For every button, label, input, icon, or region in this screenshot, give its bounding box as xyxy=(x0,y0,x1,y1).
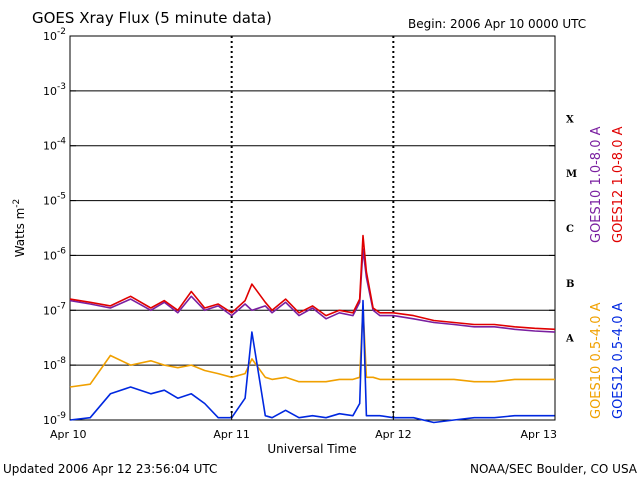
x-tick-label: Apr 12 xyxy=(375,428,412,441)
flare-class-label: M xyxy=(566,169,577,180)
x-axis-ticks: Apr 10 Apr 11 Apr 12 Apr 13 xyxy=(50,412,557,441)
legend-goes12-short: GOES12 0.5-4.0 A xyxy=(611,302,626,419)
series-line xyxy=(69,248,556,333)
flare-class-label: C xyxy=(566,224,574,235)
y-tick-exponent: -3 xyxy=(57,82,66,92)
y-tick-base: 10 xyxy=(43,414,57,427)
y-tick-exponent: -4 xyxy=(57,137,66,147)
y-tick-exponent: -6 xyxy=(57,246,66,256)
y-tick-label: 10-9 xyxy=(43,411,66,427)
y-tick-exponent: -9 xyxy=(57,411,66,421)
y-tick-exponent: -7 xyxy=(57,301,66,311)
y-axis-label: Watts m-2 xyxy=(12,199,27,258)
y-tick-label: 10-4 xyxy=(43,137,66,153)
y-tick-base: 10 xyxy=(43,30,57,43)
x-tick-label: Apr 13 xyxy=(520,428,557,441)
legend-goes10-short: GOES10 0.5-4.0 A xyxy=(589,302,604,419)
legend-goes12-long: GOES12 1.0-8.0 A xyxy=(611,126,626,243)
y-tick-label: 10-8 xyxy=(43,356,66,372)
series-line xyxy=(69,299,555,424)
y-axis-label-sup: -2 xyxy=(12,199,22,208)
flare-class-labels: X M C B A xyxy=(565,114,577,344)
chart-title: GOES Xray Flux (5 minute data) xyxy=(32,9,272,27)
x-axis-label: Universal Time xyxy=(267,442,356,456)
y-tick-exponent: -8 xyxy=(57,356,66,366)
y-tick-label: 10-6 xyxy=(43,246,66,262)
y-tick-exponent: -2 xyxy=(57,27,66,37)
y-tick-label: 10-7 xyxy=(43,301,66,317)
y-axis-label-base: Watts m xyxy=(13,208,27,258)
y-tick-label: 10-5 xyxy=(43,192,66,208)
series-line xyxy=(69,234,556,331)
updated-timestamp: Updated 2006 Apr 12 23:56:04 UTC xyxy=(3,462,217,476)
y-tick-base: 10 xyxy=(43,195,57,208)
flare-class-label: X xyxy=(566,114,574,125)
y-tick-base: 10 xyxy=(43,140,57,153)
begin-label: Begin: 2006 Apr 10 0000 UTC xyxy=(408,17,586,31)
y-axis-ticks: 10-210-310-410-510-610-710-810-9 xyxy=(43,27,555,427)
y-tick-exponent: -5 xyxy=(57,192,66,202)
y-tick-base: 10 xyxy=(43,85,57,98)
plot-area xyxy=(69,35,556,421)
agency-credit: NOAA/SEC Boulder, CO USA xyxy=(470,462,638,476)
flare-class-label: A xyxy=(565,334,574,345)
legend-goes10-long: GOES10 1.0-8.0 A xyxy=(589,126,604,243)
y-tick-base: 10 xyxy=(43,359,57,372)
y-tick-label: 10-2 xyxy=(43,27,66,43)
series-line xyxy=(69,305,555,388)
x-tick-label: Apr 11 xyxy=(213,428,250,441)
x-tick-label: Apr 10 xyxy=(50,428,87,441)
series-lines xyxy=(69,234,556,424)
y-tick-label: 10-3 xyxy=(43,82,66,98)
flare-class-label: B xyxy=(566,279,574,290)
y-tick-base: 10 xyxy=(43,304,57,317)
y-tick-base: 10 xyxy=(43,249,57,262)
